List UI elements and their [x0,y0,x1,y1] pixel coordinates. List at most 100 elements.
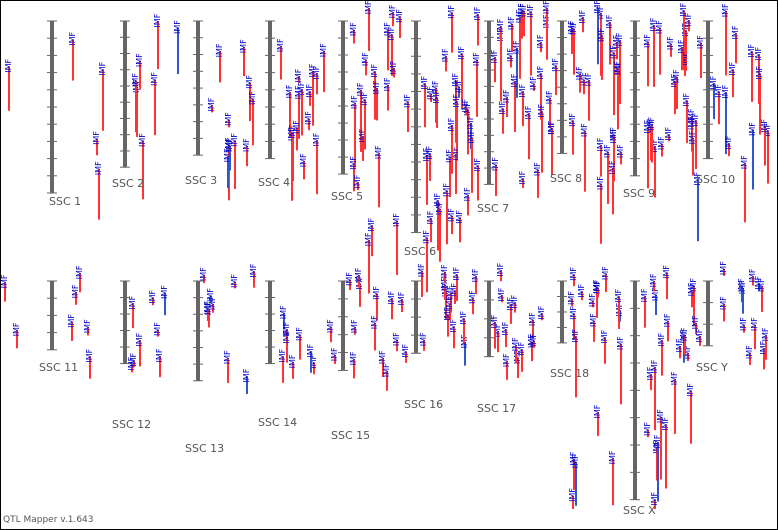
qtl-trait-label: IMF [643,34,652,48]
qtl-trait-label: IMF [754,46,763,60]
qtl-trait-label: IMF [608,160,617,174]
qtl-trait-label: IMF [680,327,689,341]
qtl-trait-label: IMF [426,210,435,224]
qtl-trait-label: IMF [223,148,232,162]
qtl-trait-label: IMF [387,26,396,40]
qtl-trait-label: IMF [609,129,618,143]
chromosome-ssc-10: IMFIMFIMFIMFIMFIMFIMFIMFIMFIMFIMFIMFIMFI… [643,3,772,223]
qtl-trait-label: IMF [372,80,381,94]
qtl-trait-label: IMF [593,404,602,418]
qtl-trait-label: IMF [206,288,215,302]
chromosome-ssc-15: IMFIMFIMFIMFIMFIMFIMFIMFIMFIMFIMFIMFSSC … [278,267,406,442]
qtl-trait-label: IMF [472,52,481,66]
qtl-trait-label: IMF [657,136,666,150]
qtl-trait-label: IMF [547,120,556,134]
qtl-trait-label: IMF [153,13,162,27]
qtl-trait-label: IMF [693,171,702,185]
qtl-trait-label: IMF [646,118,655,132]
qtl-trait-label: IMF [613,60,622,74]
qtl-trait-label: IMF [98,61,107,75]
qtl-trait-label: IMF [463,102,472,116]
chromosome-bar [123,21,127,168]
qtl-trait-label: IMF [687,108,696,122]
chromosome-label: SSC 8 [550,172,582,185]
qtl-trait-label: IMF [567,20,576,34]
chromosome-ssc-6: IMFIMFIMFIMFIMFIMFIMFIMFIMFIMFIMFIMFIMFI… [353,6,482,294]
qtl-trait-label: IMF [128,295,137,309]
qtl-trait-label: IMF [297,81,306,95]
qtl-trait-label: IMF [577,284,586,298]
qtl-trait-label: IMF [299,153,308,167]
qtl-trait-label: IMF [680,52,689,66]
qtl-trait-label: IMF [473,6,482,20]
qtl-trait-label: IMF [382,363,391,377]
qtl-trait-label: IMF [578,9,587,23]
qtl-trait-label: IMF [350,319,359,333]
qtl-trait-label: IMF [230,133,239,147]
qtl-trait-label: IMF [364,232,373,246]
qtl-trait-label: IMF [640,288,649,302]
qtl-trait-label: IMF [223,350,232,364]
qtl-trait-label: IMF [242,368,251,382]
qtl-trait-label: IMF [401,344,410,358]
qtl-trait-label: IMF [370,63,379,77]
qtl-trait-label: IMF [454,79,463,93]
qtl-trait-label: IMF [568,113,577,127]
qtl-trait-label: IMF [305,84,314,98]
chromosome-label: SSC 9 [623,187,655,200]
qtl-trait-label: IMF [528,312,537,326]
qtl-trait-label: IMF [608,450,617,464]
qtl-trait-label: IMF [596,5,605,19]
qtl-trait-label: IMF [663,313,672,327]
qtl-trait-label: IMF [160,285,169,299]
qtl-trait-label: IMF [349,351,358,365]
qtl-trait-label: IMF [467,129,476,143]
chromosome-label: SSC 14 [258,416,297,429]
qtl-trait-label: IMF [597,28,606,42]
qtl-trait-label: IMF [282,321,291,335]
qtl-trait-label: IMF [657,332,666,346]
qtl-trait-label: IMF [536,65,545,79]
qtl-trait-label: IMF [392,332,401,346]
qtl-trait-label: IMF [288,354,297,368]
qtl-trait-label: IMF [691,112,700,126]
qtl-trait-label: IMF [173,20,182,34]
chromosome-label: SSC 15 [331,429,370,442]
chromosome-label: SSC 6 [404,245,436,258]
qtl-trait-label: IMF [569,306,578,320]
qtl-trait-label: IMF [526,4,535,18]
qtl-trait-label: IMF [208,296,217,310]
qtl-trait-label: IMF [306,343,315,357]
chromosome-label: SSC 18 [550,367,589,380]
qtl-trait-label: IMF [569,451,578,465]
qtl-trait-label: IMF [350,95,359,109]
qtl-trait-label: IMF [662,265,671,279]
qtl-trait-label: IMF [721,84,730,98]
qtl-trait-label: IMF [12,322,21,336]
qtl-trait-label: IMF [691,315,700,329]
qtl-trait-label: IMF [468,290,477,304]
qtl-trait-label: IMF [601,266,610,280]
qtl-trait-label: IMF [447,117,456,131]
qtl-trait-label: IMF [646,366,655,380]
qtl-trait-label: IMF [501,321,510,335]
qtl-trait-label: IMF [279,305,288,319]
qtl-trait-label: IMF [493,323,502,337]
chromosome-label: SSC 17 [477,402,516,415]
qtl-trait-label: IMF [653,434,662,448]
qtl-trait-label: IMF [643,119,652,133]
qtl-trait-label: IMF [518,170,527,184]
qtl-trait-label: IMF [497,287,506,301]
qtl-trait-label: IMF [763,122,772,136]
qtl-trait-label: IMF [719,296,728,310]
qtl-trait-label: IMF [679,2,688,16]
qtl-trait-label: IMF [547,121,556,135]
qtl-trait-label: IMF [515,9,524,23]
chromosome-ssc-11: IMF IMF IMF IMF SSC 11 [1,274,80,374]
qtl-trait-label: IMF [596,137,605,151]
qtl-trait-label: IMF [308,63,317,77]
qtl-trait-label: IMF [750,317,759,331]
qtl-trait-label: IMF [426,86,435,100]
